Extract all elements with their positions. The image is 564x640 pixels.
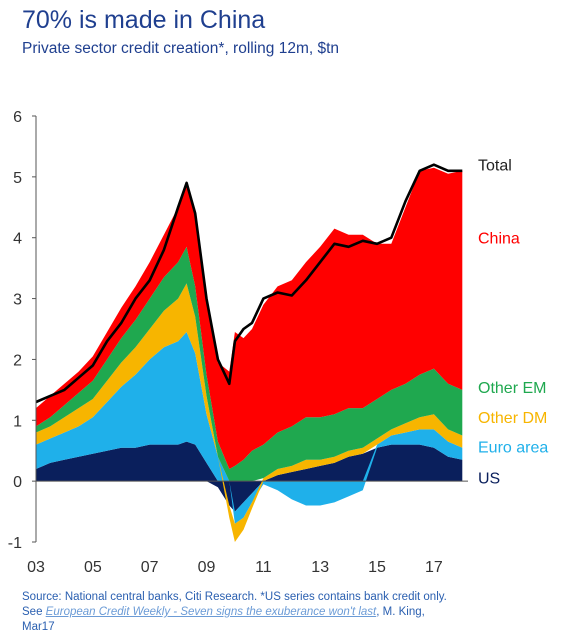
legend-other-em: Other EM (478, 380, 546, 397)
legend-euro-area: Euro area (478, 439, 548, 456)
legend-other-dm: Other DM (478, 410, 547, 427)
x-tick-label: 13 (311, 559, 329, 576)
area-other-dm (36, 283, 463, 542)
y-tick-label: 5 (13, 170, 22, 187)
chart-subtitle: Private sector credit creation*, rolling… (22, 40, 340, 57)
y-tick-label: 3 (13, 292, 22, 309)
chart-footer: Source: National central banks, Citi Res… (22, 590, 552, 635)
x-tick-label: 05 (84, 559, 102, 576)
y-tick-label: 0 (13, 474, 22, 491)
plot-layers (35, 163, 463, 542)
area-other-em (36, 246, 463, 482)
x-tick-label: 15 (368, 559, 386, 576)
legend-china: China (478, 231, 520, 248)
x-tick-label: 03 (27, 559, 45, 576)
area-us (36, 441, 463, 512)
author: , M. King, (376, 606, 425, 618)
y-tick-label: 1 (13, 413, 22, 430)
total-line (35, 163, 463, 404)
axes: -1 0 1 2 3 4 5 6 03 05 07 09 11 13 15 17 (8, 109, 468, 576)
legend: Total China Other EM Other DM Euro area US (478, 158, 548, 488)
y-tick-label: -1 (8, 535, 22, 552)
source-note: Source: National central banks, Citi Res… (22, 591, 447, 603)
y-tick-label: 6 (13, 109, 22, 126)
see-line: See European Credit Weekly - Seven signs… (22, 605, 552, 620)
x-tick-label: 07 (141, 559, 159, 576)
area-euro-area (36, 332, 463, 524)
y-tick-label: 4 (13, 231, 22, 248)
x-tick-label: 09 (198, 559, 216, 576)
legend-total: Total (478, 158, 512, 175)
report-link[interactable]: European Credit Weekly - Seven signs the… (45, 606, 377, 618)
chart-title: 70% is made in China (22, 6, 266, 34)
y-tick-label: 2 (13, 352, 22, 369)
x-tick-label: 17 (425, 559, 443, 576)
stacked-area-chart: -1 0 1 2 3 4 5 6 03 05 07 09 11 13 15 17 Total China Othe… (8, 109, 549, 576)
legend-us: US (478, 470, 500, 487)
x-tick-label: 11 (255, 559, 272, 576)
report-date: Mar17 (22, 621, 55, 633)
see-prefix: See (22, 606, 43, 618)
